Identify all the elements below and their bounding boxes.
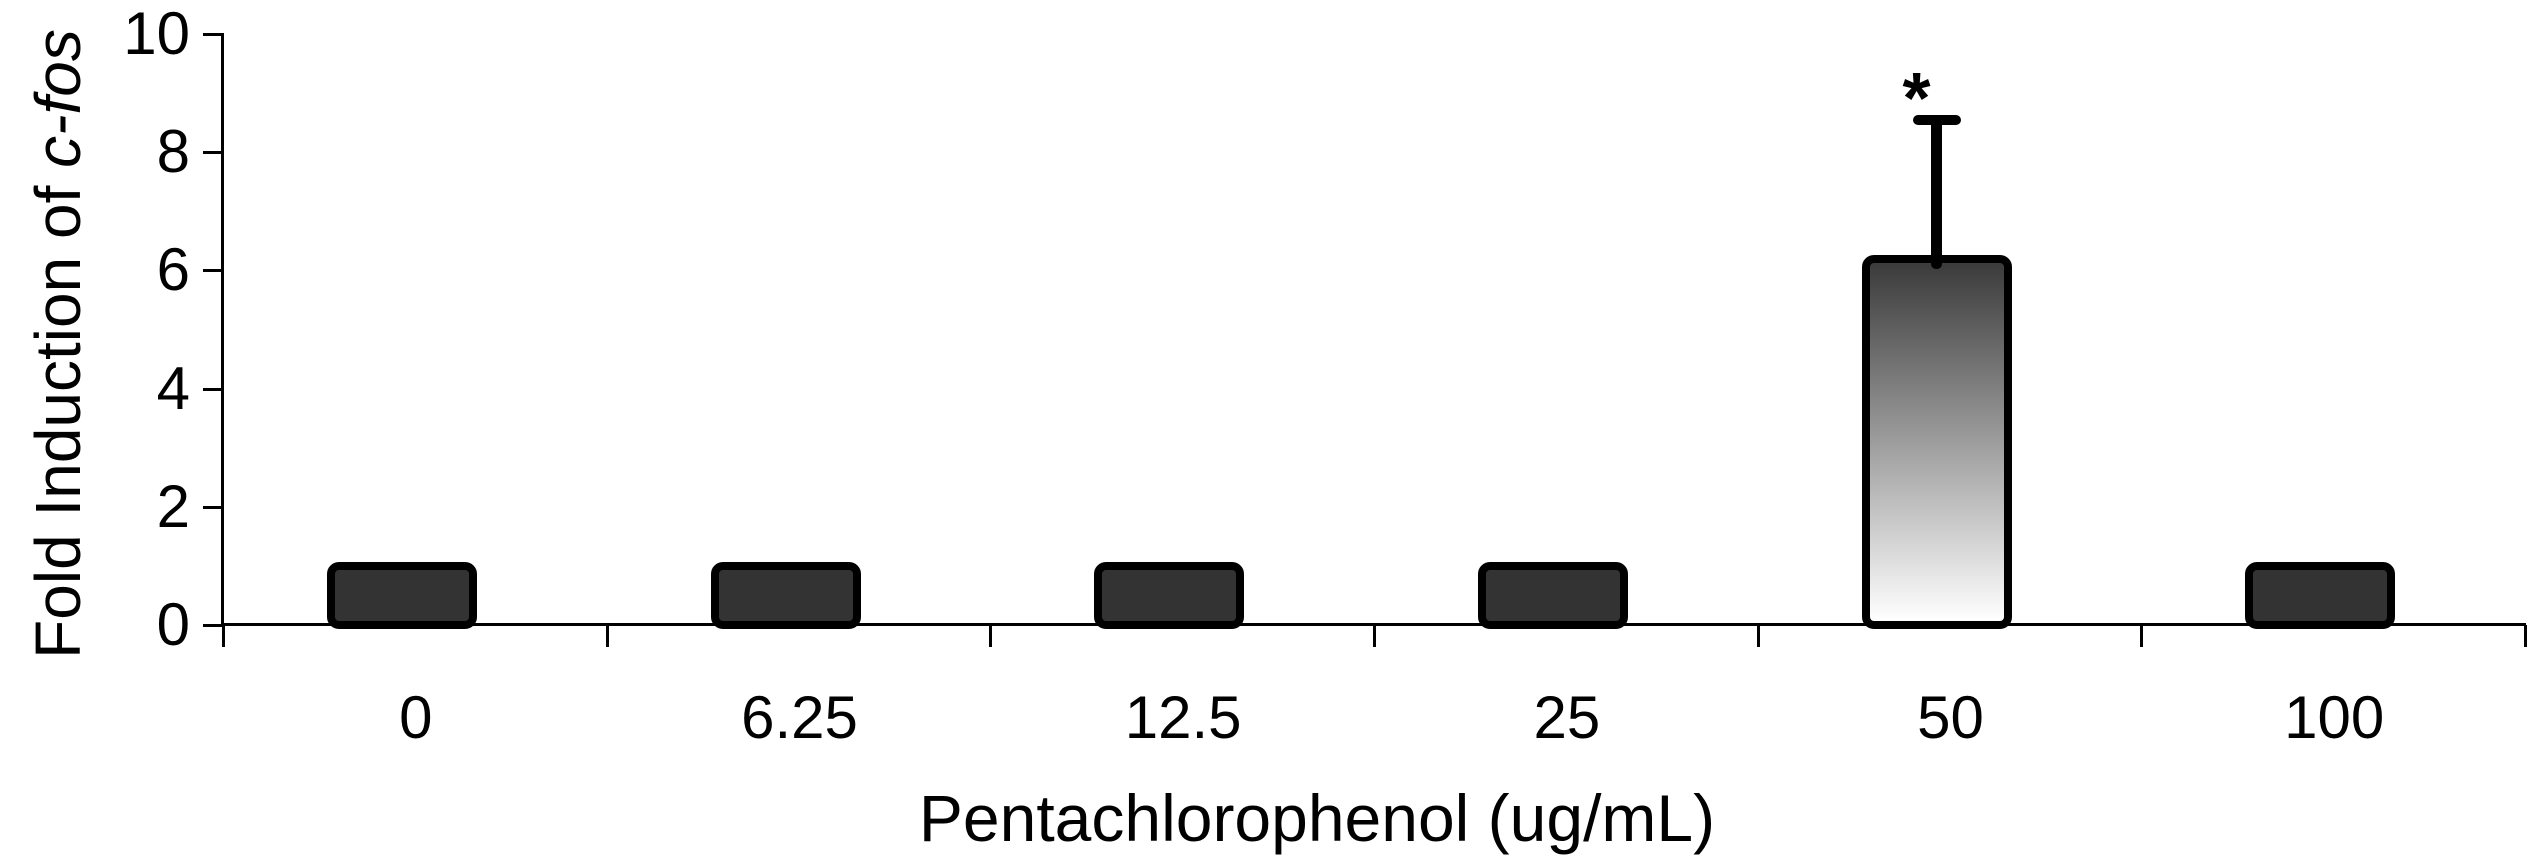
- significance-asterisk: *: [1902, 58, 1931, 139]
- x-tick-label: 50: [1917, 684, 1984, 751]
- y-tick: [203, 624, 221, 627]
- y-tick-label: 10: [123, 0, 190, 67]
- x-tick: [1756, 625, 1760, 647]
- y-tick: [203, 387, 221, 391]
- x-tick: [605, 625, 609, 647]
- x-tick-label: 6.25: [741, 684, 858, 751]
- x-tick-label: 12.5: [1124, 684, 1242, 751]
- x-axis-title: Pentachlorophenol (ug/mL): [918, 781, 1716, 855]
- bar-0: [326, 561, 477, 629]
- error-bar-cap: [1912, 114, 1961, 125]
- y-tick: [203, 505, 221, 509]
- y-tick-label: 6: [156, 236, 190, 304]
- x-tick-label: 0: [399, 684, 433, 751]
- x-axis-line: [221, 623, 2526, 626]
- x-tick: [2524, 625, 2527, 647]
- x-tick: [2140, 625, 2144, 647]
- y-tick: [203, 151, 221, 155]
- bar-25: [1477, 561, 1628, 629]
- x-tick-label: 25: [1533, 684, 1601, 751]
- x-tick: [1373, 625, 1376, 647]
- y-tick-label: 8: [156, 118, 190, 186]
- y-tick: [203, 33, 221, 36]
- y-tick: [203, 269, 221, 273]
- bar-100: [2245, 561, 2396, 629]
- x-tick-label: 100: [2284, 684, 2385, 751]
- bar-50: [1861, 254, 2012, 629]
- y-tick-label: 4: [156, 354, 190, 422]
- x-tick: [222, 625, 225, 647]
- y-tick-label: 0: [156, 591, 190, 658]
- bar-6.25: [710, 561, 861, 629]
- bar-12.5: [1094, 561, 1245, 629]
- y-tick-label: 2: [156, 472, 190, 540]
- y-axis-line: [221, 33, 224, 627]
- x-tick: [989, 625, 993, 647]
- error-bar-whisker: [1931, 118, 1942, 269]
